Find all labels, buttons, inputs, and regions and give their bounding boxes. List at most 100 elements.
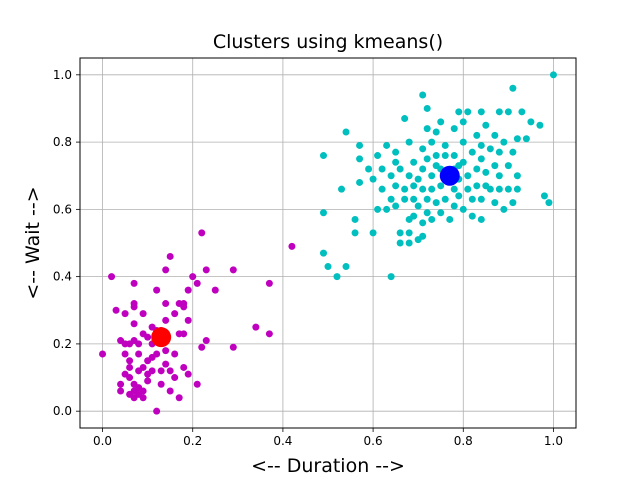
cluster-1-point [229,343,237,351]
cluster-1-point [202,266,210,274]
cluster-2-point [522,135,530,143]
y-tick-label: 0.8 [53,135,72,149]
cluster-2-point [338,185,346,193]
cluster-2-point [342,263,350,271]
cluster-2-point [513,185,521,193]
cluster-1-point [135,340,143,348]
cluster-1-point [144,333,152,341]
cluster-1-point [126,374,134,382]
cluster-2-point [351,229,359,237]
cluster-2-point [374,152,382,160]
cluster-2-point [387,172,395,180]
cluster-2-point [369,229,377,237]
cluster-2-point [450,125,458,133]
cluster-1-point [153,407,161,415]
cluster-2-point [536,121,544,129]
cluster-1-point [117,387,125,395]
cluster-2-point [319,249,327,257]
cluster-2-point [527,118,535,126]
cluster-2-point [455,108,463,116]
cluster-2-point [405,239,413,247]
cluster-1-point [184,286,192,294]
cluster-2-point [455,192,463,200]
cluster-1-point [139,387,147,395]
cluster-1-point [288,242,296,250]
cluster-1-point [157,367,165,375]
cluster-2-point [450,202,458,210]
cluster-2-point [392,158,400,166]
cluster-2-point [437,209,445,217]
cluster-2-point [319,209,327,217]
cluster-2-point [437,182,445,190]
cluster-1-point [171,310,179,318]
cluster-2-point [423,209,431,217]
cluster-2-point [486,185,494,193]
cluster-2-point [423,125,431,133]
cluster-1-point [184,370,192,378]
cluster-1-point [126,363,134,371]
cluster-1-point [166,387,174,395]
cluster-1-point [162,300,170,308]
cluster-1-point [265,330,273,338]
cluster-2-point [392,148,400,156]
cluster-2-point [342,128,350,136]
cluster-2-point [378,165,386,173]
cluster-2-point [396,165,404,173]
cluster-2-point [464,185,472,193]
cluster-1-point [139,394,147,402]
x-tick-label: 0.8 [454,434,473,448]
cluster-1-point [117,380,125,388]
cluster-1-point [139,363,147,371]
grid-lines [80,58,576,428]
cluster-2-point [495,185,503,193]
cluster-2-point [423,195,431,203]
cluster-1-point [198,229,206,237]
cluster-2-point [333,273,341,281]
cluster-2-point [491,131,499,139]
cluster-2-point [468,148,476,156]
cluster-1-point [126,357,134,365]
cluster-2-point [495,172,503,180]
cluster-2-point [410,195,418,203]
cluster-2-point [324,263,332,271]
cluster-2-point [405,229,413,237]
x-tick-label: 0.2 [183,434,202,448]
cluster-2-point [356,178,364,186]
cluster-1-point [99,350,107,358]
cluster-2-point [464,172,472,180]
cluster-1-point [108,273,116,281]
cluster-2-point [351,215,359,223]
cluster-2-point [446,215,454,223]
cluster-2-point [410,182,418,190]
cluster-1-point [211,286,219,294]
cluster-2-point [383,205,391,213]
cluster-2-point [540,192,548,200]
cluster-2-point [518,108,526,116]
cluster-2-point [450,185,458,193]
cluster-2-point [410,212,418,220]
cluster-1-point [130,303,138,311]
data-points [99,71,557,415]
cluster-2-point [468,212,476,220]
cluster-2-point [392,202,400,210]
x-tick-label: 0.0 [93,434,112,448]
cluster-2-point [477,155,485,163]
cluster-2-point [459,158,467,166]
cluster-2-point [482,168,490,176]
cluster-2-point [459,118,467,126]
cluster-2-point [432,128,440,136]
cluster-1-point [153,286,161,294]
x-tick-label: 0.6 [364,434,383,448]
cluster-1-point [157,380,165,388]
y-tick-label: 0.6 [53,202,72,216]
cluster-2-point [405,172,413,180]
cluster-2-point [477,215,485,223]
cluster-2-point [509,148,517,156]
cluster-1-point [162,266,170,274]
y-tick-label: 0.0 [53,404,72,418]
cluster-1-point [162,360,170,368]
cluster-1-point [162,316,170,324]
cluster-1-point [252,323,260,331]
